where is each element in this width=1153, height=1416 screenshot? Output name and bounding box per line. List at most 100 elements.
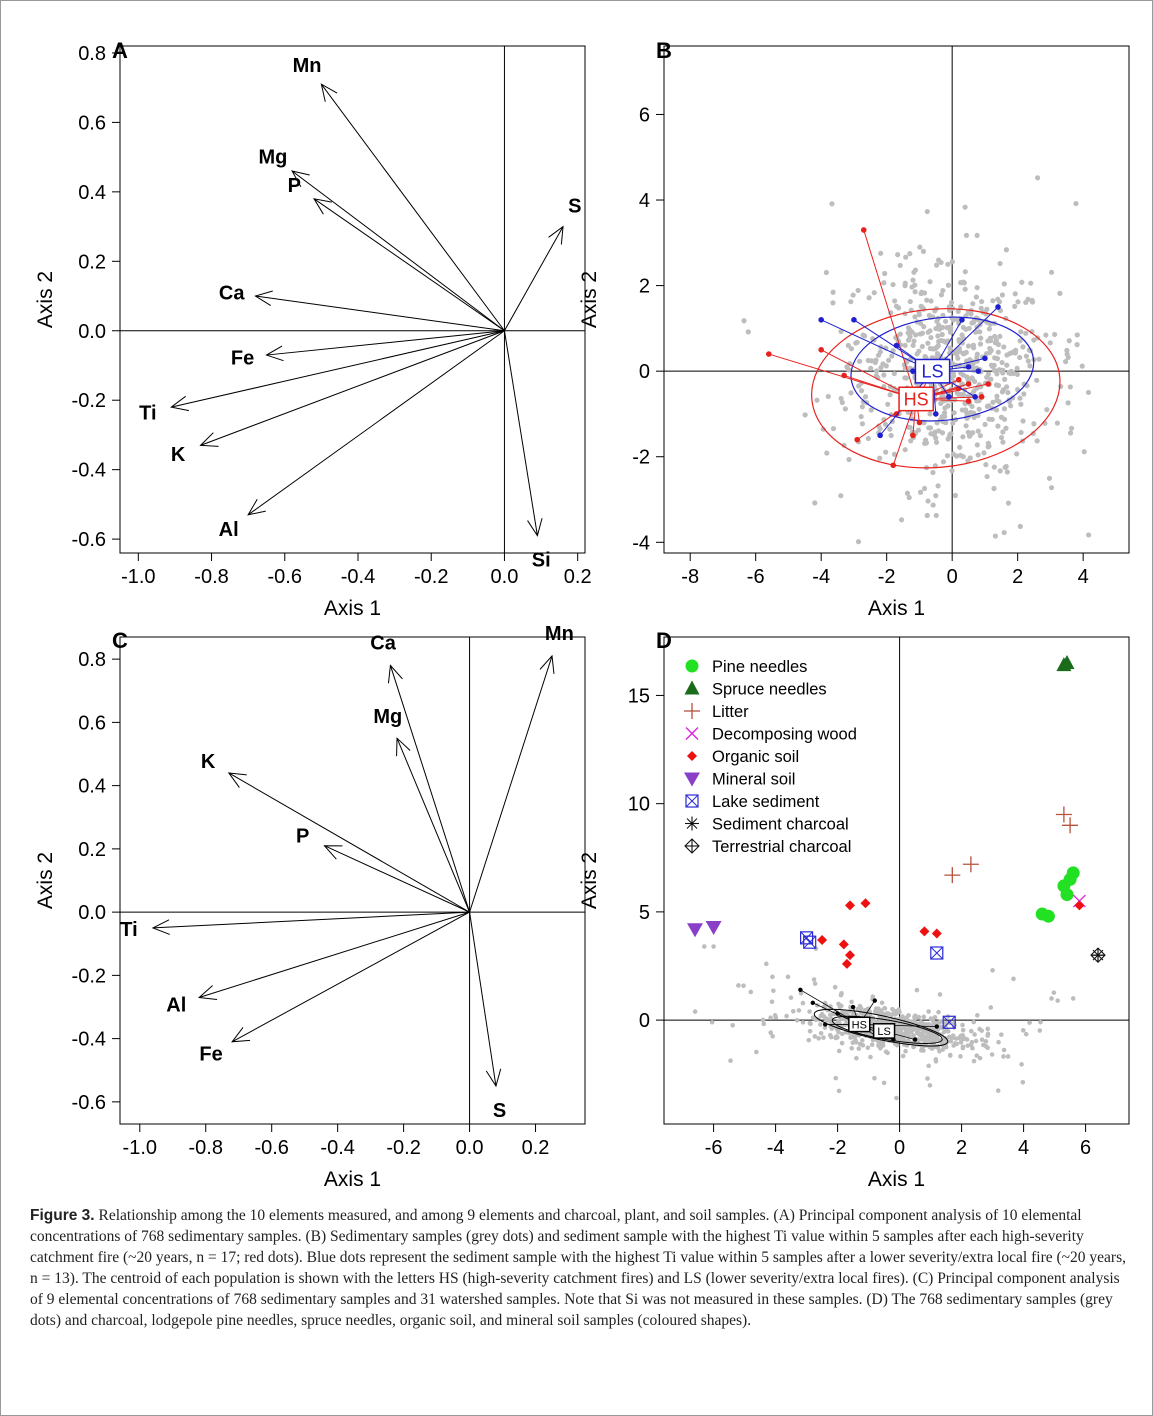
grey-point	[940, 312, 946, 318]
grey-point	[909, 329, 915, 335]
hs-point	[978, 394, 985, 400]
arrow-head	[231, 1027, 251, 1043]
grey-point	[836, 1029, 841, 1035]
grey-point	[1012, 350, 1019, 356]
grey-point	[990, 399, 996, 405]
grey-point	[933, 262, 940, 268]
grey-point	[975, 1013, 980, 1018]
grey-point	[927, 328, 933, 334]
grey-point	[1048, 485, 1055, 491]
ls-spoke	[820, 319, 933, 372]
grey-point	[842, 406, 848, 412]
grey-point	[814, 397, 820, 403]
grey-point	[862, 333, 868, 339]
data-point-diamond	[919, 926, 930, 937]
vector-line	[228, 772, 470, 913]
arrow-head	[313, 198, 332, 215]
grey-point	[859, 421, 866, 427]
grey-point	[921, 1014, 927, 1020]
grey-point	[956, 346, 962, 353]
grey-point	[785, 974, 791, 980]
grey-point	[935, 483, 941, 489]
hs-point	[818, 346, 824, 353]
grey-point	[996, 299, 1003, 305]
grey-point	[885, 401, 891, 407]
grey-point	[991, 485, 997, 492]
grey-point	[900, 1053, 906, 1059]
vector-label: Ca	[219, 283, 245, 305]
grey-point	[866, 1006, 871, 1012]
grey-point	[937, 1038, 943, 1043]
grey-point	[930, 346, 936, 352]
vector-line	[200, 330, 505, 446]
vector-line	[313, 198, 505, 332]
grey-point	[963, 232, 970, 238]
grey-point	[1018, 329, 1024, 335]
grey-point	[1058, 383, 1064, 390]
grey-point	[886, 357, 892, 363]
arrow-head	[387, 664, 403, 684]
grey-point	[877, 349, 883, 355]
grey-point	[921, 1048, 926, 1053]
grey-point	[1086, 532, 1092, 538]
grey-point	[981, 450, 987, 456]
grey-point	[948, 431, 954, 437]
vector-line	[152, 911, 470, 929]
grey-point	[875, 375, 881, 381]
grey-point	[1030, 430, 1036, 437]
grey-point	[915, 427, 922, 433]
x-tick-label: 0.2	[522, 1137, 550, 1159]
hs-spoke	[863, 229, 917, 400]
vector-line	[255, 295, 505, 332]
grey-point	[862, 394, 869, 400]
ls-point	[851, 317, 857, 323]
x-tick-label: 4	[1078, 566, 1089, 588]
grey-point	[902, 283, 908, 289]
grey-point	[948, 299, 955, 306]
caption-label: Figure 3.	[30, 1207, 95, 1224]
data-point-circle	[1041, 909, 1055, 923]
grey-point	[915, 1029, 920, 1035]
grey-point	[984, 374, 990, 380]
legend-marker	[685, 816, 699, 831]
grey-point	[926, 1009, 931, 1014]
x-tick-label: 4	[1018, 1137, 1029, 1159]
grey-point	[907, 334, 913, 340]
x-tick-label: -1.0	[121, 566, 155, 588]
grey-point	[711, 944, 716, 949]
hs-ellipse	[811, 308, 1061, 469]
grey-point	[920, 248, 927, 254]
grey-point	[1017, 338, 1023, 344]
grey-point	[807, 1028, 813, 1034]
grey-point	[1036, 356, 1042, 362]
grey-point	[730, 1022, 736, 1028]
grey-point	[1012, 291, 1018, 297]
y-tick-label: 0.2	[78, 251, 106, 273]
grey-point	[945, 436, 951, 442]
grey-point	[995, 349, 1001, 355]
grey-point	[960, 454, 966, 460]
grey-point	[916, 348, 922, 354]
caption-text: Relationship among the 10 elements measu…	[30, 1207, 1126, 1329]
grey-point	[894, 1095, 899, 1101]
ls-point	[965, 364, 972, 370]
grey-point	[1023, 330, 1029, 336]
y-tick-label: 0.0	[78, 321, 106, 343]
grey-point	[971, 388, 977, 394]
grey-point	[860, 1038, 865, 1043]
centroid-spoke-point	[810, 1000, 815, 1005]
arrow-head	[320, 83, 338, 102]
grey-point	[989, 416, 995, 423]
grey-point	[993, 337, 999, 343]
grey-point	[1049, 996, 1054, 1001]
grey-point	[1005, 500, 1012, 506]
grey-point	[939, 331, 945, 338]
x-tick-label: -6	[747, 566, 765, 588]
marker-stroke	[685, 727, 699, 740]
x-tick-label: -4	[767, 1137, 785, 1159]
grey-point	[854, 339, 860, 346]
arrow-head	[323, 845, 343, 860]
grey-point	[1014, 365, 1020, 371]
grey-point	[1017, 395, 1023, 401]
grey-point	[927, 425, 934, 431]
